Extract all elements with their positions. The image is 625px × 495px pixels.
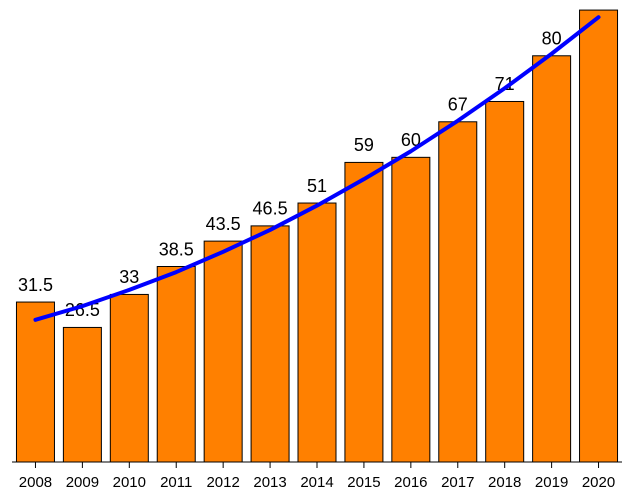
data-label: 60 — [401, 130, 421, 150]
data-label: 46.5 — [253, 199, 288, 219]
data-label: 31.5 — [18, 275, 53, 295]
x-tick-label: 2011 — [160, 474, 192, 491]
data-label: 67 — [448, 95, 468, 115]
bar — [62, 326, 102, 463]
x-tick-label: 2012 — [206, 474, 239, 491]
x-tick-label: 2013 — [253, 474, 286, 491]
bar — [250, 225, 290, 463]
x-tick-label: 2008 — [19, 474, 52, 491]
x-tick-label: 2014 — [300, 474, 333, 491]
x-tick-label: 2019 — [535, 474, 568, 491]
bar — [203, 240, 243, 463]
data-label: 59 — [354, 135, 374, 155]
x-tick-label: 2016 — [394, 474, 427, 491]
bar — [15, 301, 55, 463]
bar — [532, 55, 572, 463]
x-tick-label: 2018 — [488, 474, 521, 491]
bar — [579, 9, 619, 463]
bar — [156, 266, 196, 463]
data-label: 71 — [495, 74, 515, 94]
x-tick-label: 2009 — [66, 474, 99, 491]
bar — [109, 293, 149, 463]
x-tick-label: 2015 — [347, 474, 380, 491]
data-label: 43.5 — [206, 214, 241, 234]
x-tick-label: 2017 — [441, 474, 474, 491]
data-label: 51 — [307, 176, 327, 196]
bar — [391, 156, 431, 463]
bar — [485, 100, 525, 463]
x-tick-label: 2010 — [113, 474, 146, 491]
x-tick-label: 2020 — [582, 474, 615, 491]
bar — [297, 202, 337, 463]
data-label: 38.5 — [159, 239, 194, 259]
data-label: 33 — [119, 267, 139, 287]
data-label: 80 — [542, 29, 562, 49]
bar — [344, 161, 384, 463]
trend-line — [33, 15, 601, 322]
bar — [438, 121, 478, 463]
